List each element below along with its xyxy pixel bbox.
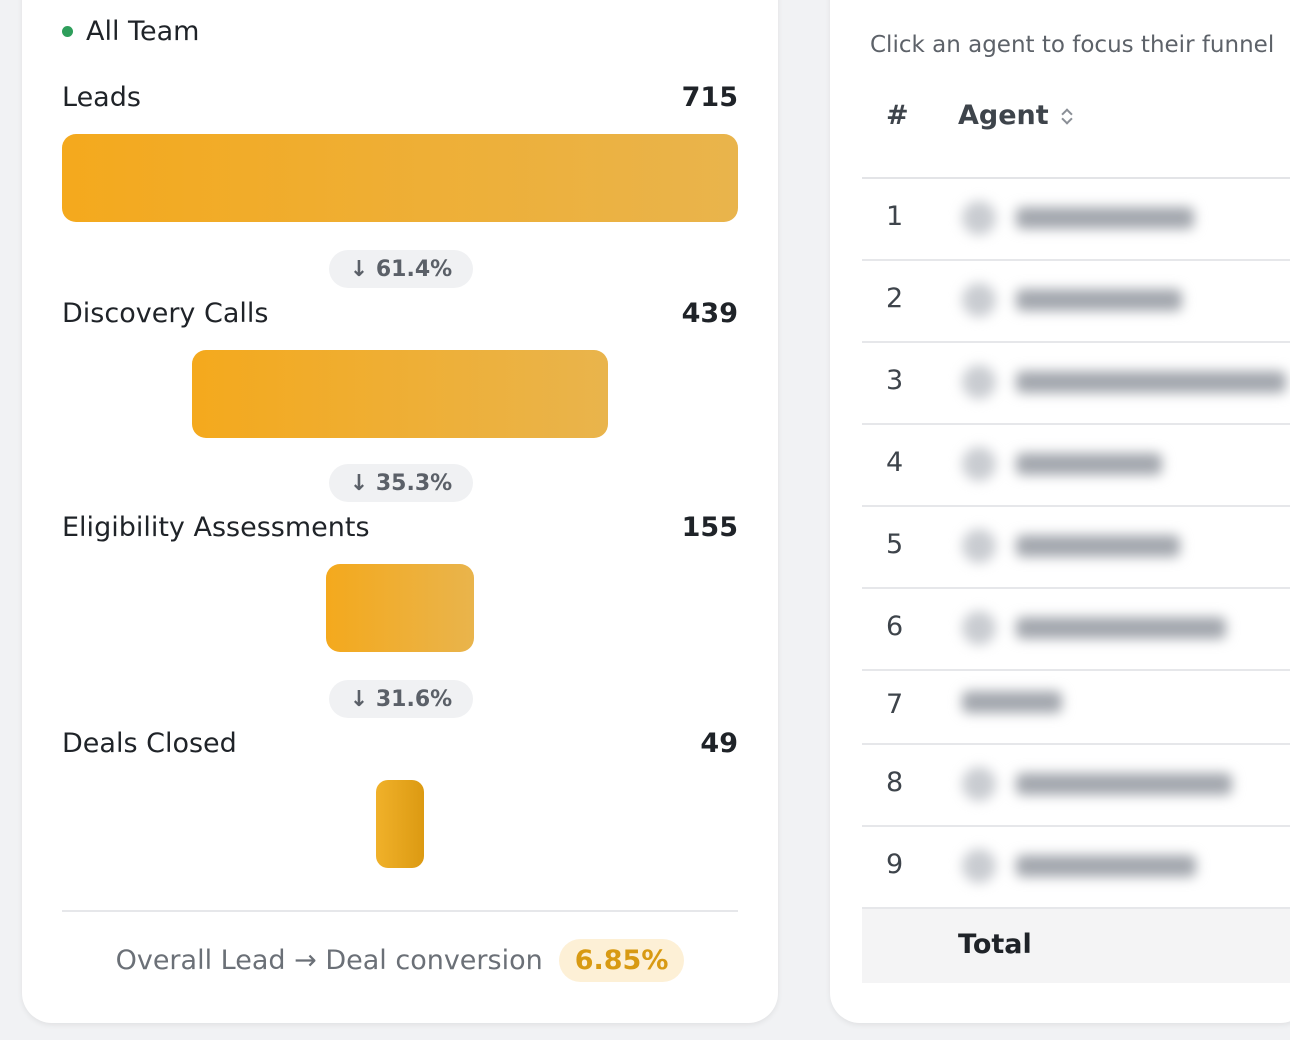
avatar xyxy=(962,283,996,317)
row-rank: 5 xyxy=(886,529,904,560)
avatar xyxy=(962,365,996,399)
avatar xyxy=(962,767,996,801)
total-label: Total xyxy=(958,929,1032,960)
agent-cell-redacted xyxy=(962,447,1162,481)
total-row: Total xyxy=(862,909,1290,983)
stage-count-deals-closed: 49 xyxy=(700,728,738,759)
row-rank: 3 xyxy=(886,365,904,396)
agent-cell-redacted xyxy=(962,767,1232,801)
row-rank: 4 xyxy=(886,447,904,478)
stage-count-discovery-calls: 439 xyxy=(681,298,738,329)
agent-name-redacted xyxy=(962,691,1062,713)
agents-card: Click an agent to focus their funnel # A… xyxy=(830,0,1290,1023)
divider xyxy=(62,910,738,912)
table-row[interactable]: 9 xyxy=(862,827,1290,909)
column-header-rank: # xyxy=(886,100,909,131)
agents-table: # Agent 1 2 3 4 5 6 xyxy=(862,78,1290,983)
row-rank: 9 xyxy=(886,849,904,880)
conversion-badge: 6.85% xyxy=(558,938,685,982)
agent-name-redacted xyxy=(1016,617,1226,639)
avatar xyxy=(962,849,996,883)
drop-badge: ↓ 35.3% xyxy=(329,464,473,502)
team-label-text: All Team xyxy=(86,16,200,47)
sort-icon[interactable] xyxy=(1061,106,1073,126)
stage-bar-eligibility-assessments[interactable] xyxy=(326,564,474,652)
table-row[interactable]: 4 xyxy=(862,425,1290,507)
row-rank: 6 xyxy=(886,611,904,642)
table-hint: Click an agent to focus their funnel xyxy=(870,32,1275,58)
row-rank: 1 xyxy=(886,201,904,232)
agent-name-redacted xyxy=(1016,773,1232,795)
agent-name-redacted xyxy=(1016,207,1194,229)
table-row[interactable]: 6 xyxy=(862,589,1290,671)
agent-name-redacted xyxy=(1016,453,1162,475)
agent-cell-redacted xyxy=(962,365,1286,399)
avatar xyxy=(962,201,996,235)
table-row[interactable]: 2 xyxy=(862,261,1290,343)
funnel-card: All Team Leads 715 ↓ 61.4% Discovery Cal… xyxy=(22,0,778,1023)
agent-cell-redacted xyxy=(962,201,1194,235)
team-label[interactable]: All Team xyxy=(62,16,199,47)
stage-name-leads: Leads xyxy=(62,82,141,113)
avatar xyxy=(962,529,996,563)
agent-name-redacted xyxy=(1016,289,1182,311)
stage-name-discovery-calls: Discovery Calls xyxy=(62,298,269,329)
table-header: # Agent xyxy=(862,78,1290,179)
status-dot-icon xyxy=(62,26,73,37)
table-row[interactable]: 5 xyxy=(862,507,1290,589)
avatar xyxy=(962,611,996,645)
conversion-label: Overall Lead → Deal conversion xyxy=(115,944,543,976)
table-row[interactable]: 7 xyxy=(862,671,1290,745)
stage-count-eligibility-assessments: 155 xyxy=(681,512,738,543)
row-rank: 2 xyxy=(886,283,904,314)
table-row[interactable]: 1 xyxy=(862,179,1290,261)
agent-cell-redacted xyxy=(962,691,1062,713)
avatar xyxy=(962,447,996,481)
agent-name-redacted xyxy=(1016,855,1196,877)
agent-name-redacted xyxy=(1016,535,1180,557)
stage-count-leads: 715 xyxy=(681,82,738,113)
stage-bar-leads[interactable] xyxy=(62,134,738,222)
agent-cell-redacted xyxy=(962,283,1182,317)
column-header-agent-label: Agent xyxy=(958,100,1049,131)
row-rank: 7 xyxy=(886,689,904,720)
row-rank: 8 xyxy=(886,767,904,798)
conversion-footer: Overall Lead → Deal conversion 6.85% xyxy=(22,935,778,985)
stage-name-eligibility-assessments: Eligibility Assessments xyxy=(62,512,370,543)
stage-bar-deals-closed[interactable] xyxy=(376,780,424,868)
table-row[interactable]: 3 xyxy=(862,343,1290,425)
table-row[interactable]: 8 xyxy=(862,745,1290,827)
agent-name-redacted xyxy=(1016,371,1286,393)
stage-name-deals-closed: Deals Closed xyxy=(62,728,237,759)
drop-badge: ↓ 61.4% xyxy=(329,250,473,288)
agent-cell-redacted xyxy=(962,529,1180,563)
column-header-agent[interactable]: Agent xyxy=(958,100,1073,131)
agent-cell-redacted xyxy=(962,611,1226,645)
stage-bar-discovery-calls[interactable] xyxy=(192,350,608,438)
agent-cell-redacted xyxy=(962,849,1196,883)
drop-badge: ↓ 31.6% xyxy=(329,680,473,718)
